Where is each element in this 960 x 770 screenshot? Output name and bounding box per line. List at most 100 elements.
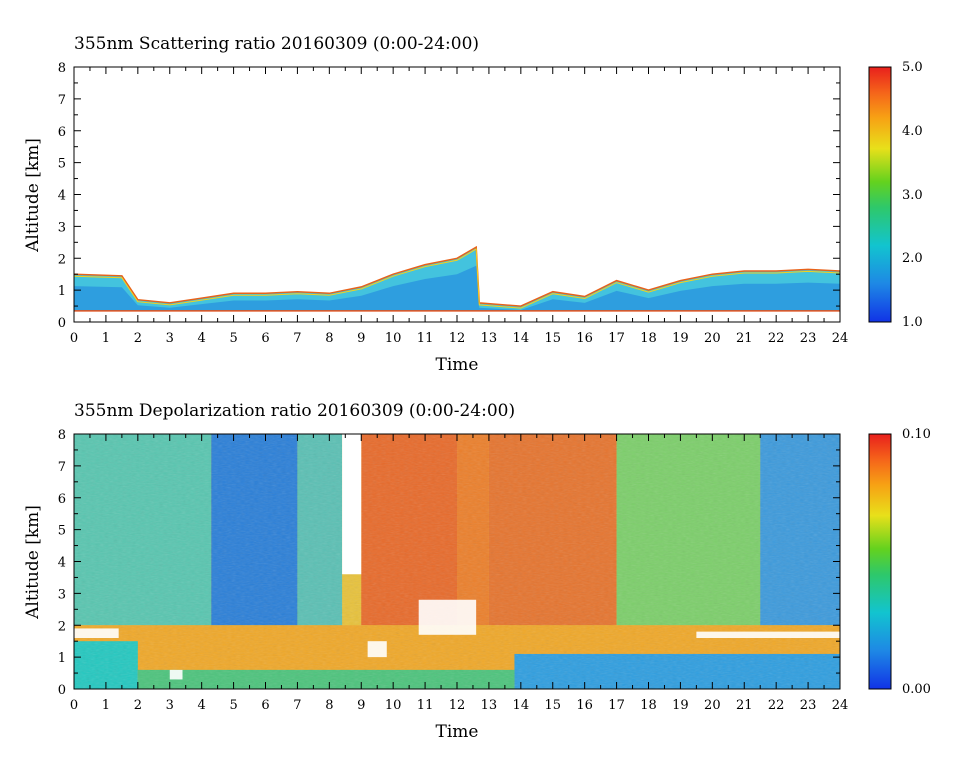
x-tick-label: 21 [736, 331, 753, 346]
boundary-layer-top [73, 245, 841, 307]
colorbar-gradient [868, 433, 892, 690]
y-tick-label: 8 [58, 61, 66, 76]
panel-depolarization-ratio: 355nm Depolarization ratio 20160309 (0:0… [23, 401, 931, 742]
y-tick-label: 7 [58, 93, 66, 108]
x-tick-label: 18 [640, 331, 657, 346]
x-tick-label: 5 [229, 331, 237, 346]
x-tick-label: 4 [198, 331, 206, 346]
x-axis-label: Time [436, 722, 479, 742]
x-tick-label: 18 [640, 698, 657, 713]
chart-title: 355nm Depolarization ratio 20160309 (0:0… [74, 401, 515, 421]
colorbar-label: 3.0 [902, 188, 923, 203]
x-tick-label: 17 [608, 698, 625, 713]
y-tick-label: 1 [58, 284, 66, 299]
y-tick-label: 5 [58, 157, 66, 172]
colorbar-label: 0.00 [902, 682, 931, 697]
colorbar-label: 4.0 [902, 124, 923, 139]
colorbar-label: 5.0 [902, 60, 923, 75]
x-tick-label: 20 [704, 331, 721, 346]
x-tick-label: 24 [832, 698, 849, 713]
y-tick-label: 2 [58, 619, 66, 634]
x-tick-label: 2 [134, 698, 142, 713]
plot-area [73, 66, 841, 323]
y-tick-label: 4 [58, 556, 66, 571]
panel-scattering-ratio: 355nm Scattering ratio 20160309 (0:00-24… [23, 34, 923, 375]
y-tick-label: 6 [58, 125, 66, 140]
x-tick-label: 15 [544, 331, 561, 346]
x-tick-label: 13 [481, 331, 498, 346]
x-tick-label: 1 [102, 698, 110, 713]
x-tick-label: 10 [385, 698, 402, 713]
x-tick-label: 16 [576, 331, 593, 346]
y-tick-label: 6 [58, 492, 66, 507]
x-tick-label: 11 [417, 698, 434, 713]
x-tick-label: 16 [576, 698, 593, 713]
x-axis-label: Time [436, 355, 479, 375]
x-tick-label: 12 [449, 698, 466, 713]
cloud-gap [169, 669, 183, 680]
x-tick-label: 11 [417, 331, 434, 346]
colorbar-label: 1.0 [902, 315, 923, 330]
x-tick-label: 6 [261, 698, 269, 713]
x-tick-label: 5 [229, 698, 237, 713]
x-tick-label: 0 [70, 698, 78, 713]
x-tick-label: 23 [800, 331, 817, 346]
x-tick-label: 15 [544, 698, 561, 713]
x-tick-label: 12 [449, 331, 466, 346]
colorbar: 0.10 0.00 [868, 427, 931, 697]
y-tick-label: 1 [58, 651, 66, 666]
cloud-gap [74, 628, 119, 638]
x-tick-label: 14 [513, 698, 530, 713]
scattering-features [73, 245, 841, 312]
missing-data-column [342, 434, 362, 575]
y-tick-label: 7 [58, 460, 66, 475]
x-tick-label: 13 [481, 698, 498, 713]
y-tick-label: 3 [58, 587, 66, 602]
y-tick-label: 5 [58, 524, 66, 539]
x-tick-label: 23 [800, 698, 817, 713]
colorbar-label: 2.0 [902, 251, 923, 266]
y-tick-label: 2 [58, 252, 66, 267]
aerosol-core [74, 265, 840, 311]
x-tick-label: 19 [672, 698, 689, 713]
boundary-layer-edge [73, 248, 841, 309]
y-tick-label: 0 [58, 683, 66, 698]
y-tick-label: 4 [58, 189, 66, 204]
x-tick-label: 9 [357, 331, 365, 346]
y-axis-label: Altitude [km] [23, 505, 43, 620]
x-tick-label: 7 [293, 331, 301, 346]
x-tick-label: 3 [166, 698, 174, 713]
y-tick-label: 8 [58, 428, 66, 443]
x-tick-label: 3 [166, 331, 174, 346]
cloud-gap [367, 641, 387, 658]
x-tick-label: 14 [513, 331, 530, 346]
x-tick-label: 9 [357, 698, 365, 713]
x-tick-label: 20 [704, 698, 721, 713]
depolarization-features [74, 434, 840, 680]
cloud-gap [418, 599, 477, 635]
x-tick-label: 10 [385, 331, 402, 346]
x-tick-label: 4 [198, 698, 206, 713]
y-tick-label: 3 [58, 220, 66, 235]
x-tick-label: 22 [768, 331, 785, 346]
colorbar: 5.0 4.0 3.0 2.0 1.0 [868, 60, 923, 330]
x-tick-label: 8 [325, 698, 333, 713]
plot-area [73, 433, 841, 690]
x-tick-label: 0 [70, 331, 78, 346]
y-axis-label: Altitude [km] [23, 138, 43, 253]
chart-title: 355nm Scattering ratio 20160309 (0:00-24… [74, 34, 479, 54]
x-tick-label: 2 [134, 331, 142, 346]
x-tick-label: 7 [293, 698, 301, 713]
x-tick-label: 6 [261, 331, 269, 346]
x-tick-label: 22 [768, 698, 785, 713]
axes: 0 1 2 3 4 5 6 7 8 9 10 11 12 13 14 15 16 17 18 19 20 21 22 23 24… [58, 61, 849, 346]
x-tick-label: 21 [736, 698, 753, 713]
x-tick-label: 8 [325, 331, 333, 346]
noise-texture [74, 434, 840, 689]
x-tick-label: 17 [608, 331, 625, 346]
axes: 0 1 2 3 4 5 6 7 8 9 10 11 12 13 14 15 16 17 18 19 20 21 22 23 24… [58, 428, 849, 713]
x-tick-label: 24 [832, 331, 849, 346]
colorbar-gradient [868, 66, 892, 323]
x-tick-label: 1 [102, 331, 110, 346]
